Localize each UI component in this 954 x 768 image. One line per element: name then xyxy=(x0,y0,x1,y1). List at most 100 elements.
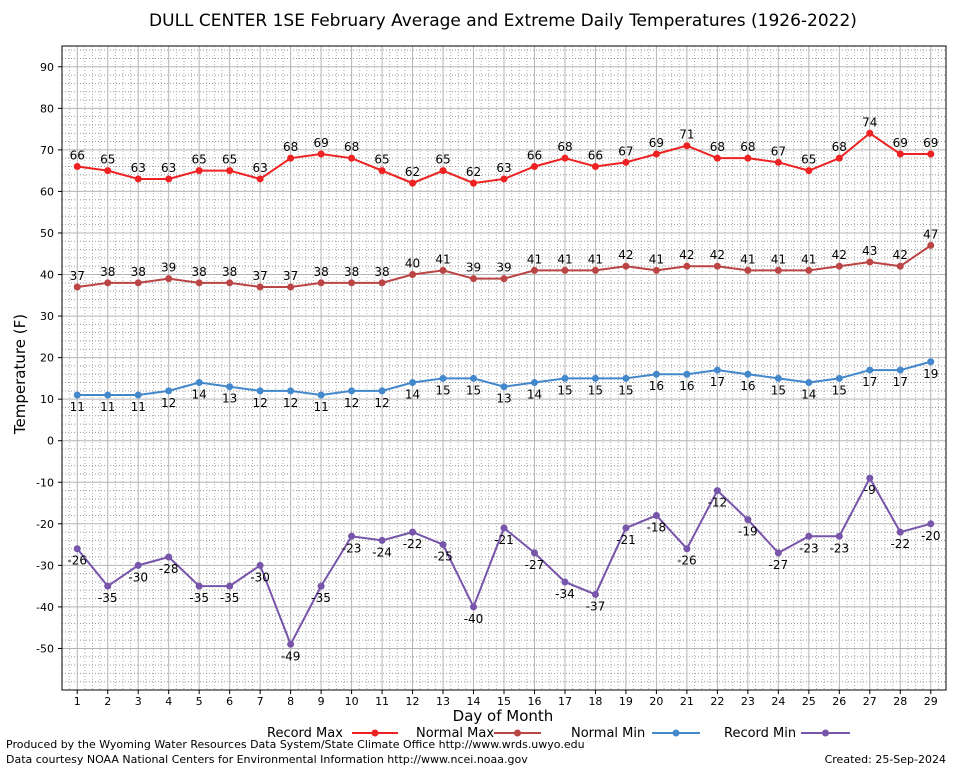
record-max-point xyxy=(287,154,295,162)
x-tick-label: 1 xyxy=(74,695,81,708)
normal-min-data-label: 15 xyxy=(618,383,633,397)
normal-max-data-label: 39 xyxy=(466,261,481,275)
record-min-data-label: -37 xyxy=(586,599,606,613)
normal-min-point xyxy=(622,374,630,382)
normal-max-data-label: 41 xyxy=(771,252,786,266)
record-max-point xyxy=(591,162,599,170)
record-min-point xyxy=(835,532,843,540)
x-tick-label: 14 xyxy=(467,695,481,708)
x-tick-label: 25 xyxy=(802,695,816,708)
y-tick-label: -40 xyxy=(36,601,54,614)
legend-label-record-min: Record Min xyxy=(724,726,796,741)
x-axis-label: Day of Month xyxy=(453,707,554,725)
normal-max-point xyxy=(256,283,264,291)
record-max-data-label: 66 xyxy=(527,148,542,162)
y-tick-label: -10 xyxy=(36,476,54,489)
legend-label-normal-max: Normal Max xyxy=(416,726,494,741)
y-tick-label: 0 xyxy=(47,435,54,448)
normal-min-data-label: 17 xyxy=(893,375,908,389)
x-tick-label: 29 xyxy=(924,695,938,708)
record-max-data-label: 66 xyxy=(588,148,603,162)
record-min-data-label: -26 xyxy=(677,554,697,568)
normal-max-point xyxy=(165,275,173,283)
normal-max-data-label: 41 xyxy=(740,252,755,266)
normal-max-point xyxy=(287,283,295,291)
normal-min-data-label: 16 xyxy=(649,379,664,393)
record-max-point xyxy=(378,167,386,175)
x-tick-label: 22 xyxy=(710,695,724,708)
record-min-point xyxy=(896,528,904,536)
normal-min-point xyxy=(561,374,569,382)
record-min-point xyxy=(774,549,782,557)
record-max-point xyxy=(317,150,325,158)
normal-min-data-label: 12 xyxy=(161,396,176,410)
record-max-data-label: 68 xyxy=(740,140,755,154)
record-min-point xyxy=(226,582,234,590)
x-tick-label: 4 xyxy=(165,695,172,708)
normal-min-data-label: 12 xyxy=(252,396,267,410)
record-max-point xyxy=(561,154,569,162)
record-min-data-label: -27 xyxy=(769,558,789,572)
normal-max-data-label: 42 xyxy=(832,248,847,262)
record-min-data-label: -22 xyxy=(890,537,910,551)
footer-credit-line2: Data courtesy NOAA National Centers for … xyxy=(6,753,528,766)
record-min-data-label: -28 xyxy=(159,562,179,576)
normal-min-point xyxy=(165,387,173,395)
normal-min-data-label: 11 xyxy=(100,400,115,414)
normal-max-point xyxy=(195,279,203,287)
record-min-data-label: -24 xyxy=(372,545,392,559)
normal-max-data-label: 41 xyxy=(801,252,816,266)
normal-min-point xyxy=(835,374,843,382)
record-max-data-label: 62 xyxy=(405,165,420,179)
x-tick-label: 3 xyxy=(135,695,142,708)
normal-min-data-label: 11 xyxy=(70,400,85,414)
normal-min-point xyxy=(348,387,356,395)
record-min-point xyxy=(927,520,935,528)
record-min-point xyxy=(591,590,599,598)
legend: Record Max Normal Max Normal Min Record Min xyxy=(267,726,850,741)
normal-min-data-label: 15 xyxy=(466,383,481,397)
footer-created-date: Created: 25-Sep-2024 xyxy=(825,753,946,766)
x-tick-label: 20 xyxy=(649,695,663,708)
record-max-point xyxy=(774,158,782,166)
y-tick-label: 70 xyxy=(40,144,54,157)
record-max-data-label: 66 xyxy=(70,148,85,162)
record-min-point xyxy=(195,582,203,590)
normal-max-data-label: 41 xyxy=(435,252,450,266)
record-max-point xyxy=(622,158,630,166)
normal-min-point xyxy=(287,387,295,395)
record-min-data-label: -23 xyxy=(799,541,819,555)
normal-max-data-label: 38 xyxy=(100,265,115,279)
normal-min-point xyxy=(591,374,599,382)
record-min-data-label: -35 xyxy=(98,591,118,605)
normal-min-point xyxy=(805,379,813,387)
normal-min-data-label: 11 xyxy=(313,400,328,414)
record-min-data-label: -25 xyxy=(433,550,453,564)
record-min-data-label: -22 xyxy=(403,537,423,551)
normal-min-point xyxy=(195,379,203,387)
record-max-point xyxy=(134,175,142,183)
normal-max-point xyxy=(348,279,356,287)
y-tick-label: 80 xyxy=(40,102,54,115)
normal-max-point xyxy=(805,266,813,274)
normal-min-data-label: 15 xyxy=(435,383,450,397)
normal-max-point xyxy=(744,266,752,274)
normal-min-data-label: 12 xyxy=(344,396,359,410)
chart-title: DULL CENTER 1SE February Average and Ext… xyxy=(149,11,857,31)
record-max-point xyxy=(226,167,234,175)
y-tick-label: -30 xyxy=(36,559,54,572)
record-max-point xyxy=(104,167,112,175)
normal-min-point xyxy=(104,391,112,399)
record-min-point xyxy=(378,536,386,544)
normal-max-data-label: 42 xyxy=(679,248,694,262)
normal-min-point xyxy=(378,387,386,395)
record-max-data-label: 63 xyxy=(131,161,146,175)
normal-max-data-label: 38 xyxy=(374,265,389,279)
record-max-point xyxy=(805,167,813,175)
record-min-point xyxy=(622,524,630,532)
y-tick-label: -20 xyxy=(36,518,54,531)
record-min-point xyxy=(317,582,325,590)
normal-min-data-label: 16 xyxy=(679,379,694,393)
y-tick-label: 10 xyxy=(40,393,54,406)
normal-min-point xyxy=(317,391,325,399)
